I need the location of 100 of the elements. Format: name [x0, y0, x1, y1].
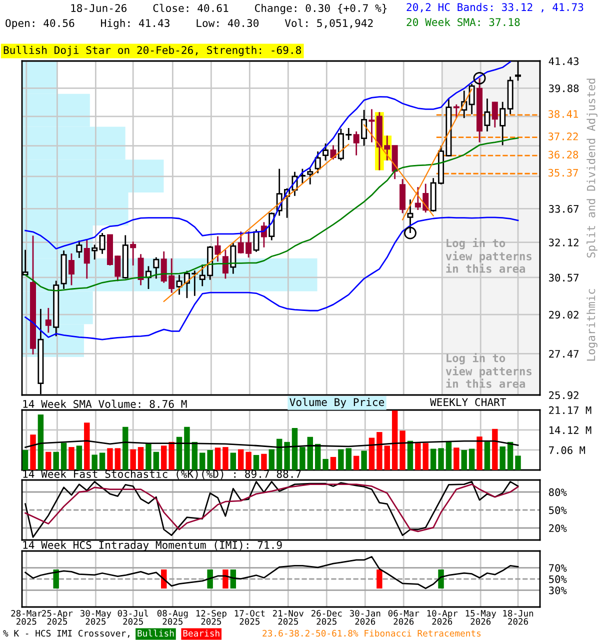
candlestick [230, 242, 236, 274]
x-tick-label: 25-Apr 2025 [42, 610, 73, 625]
bar [184, 426, 190, 470]
band-label: Log in to view patterns in this area [446, 238, 532, 273]
candlestick [268, 212, 275, 241]
candlestick [299, 168, 306, 184]
line-series [24, 556, 519, 590]
candlestick [253, 228, 260, 253]
bar [322, 458, 328, 470]
bar [246, 452, 252, 470]
bar [507, 442, 514, 470]
x-tick-label: 28-Mar 2025 [11, 610, 42, 625]
bar [438, 448, 444, 470]
bar [46, 452, 52, 470]
bar [492, 428, 498, 470]
bar [38, 414, 44, 470]
x-tick-label: 30-Jan 2026 [350, 610, 380, 625]
text: 23.6-38.2-50-61.8% Fibonacci Retracements [262, 630, 481, 637]
bar [84, 422, 90, 470]
bar [176, 436, 182, 470]
bar [430, 448, 436, 470]
candlestick [68, 252, 74, 286]
y-tick-label: 25.92 [549, 391, 578, 400]
candlestick [76, 240, 82, 259]
bar [261, 454, 267, 470]
bar [346, 448, 352, 470]
bar [484, 442, 490, 470]
bar [446, 442, 452, 470]
y-tick-label: 14.12 M [550, 426, 592, 434]
bar [376, 432, 382, 470]
bar [515, 456, 521, 470]
bar [353, 456, 360, 470]
bar [200, 452, 206, 470]
bar [284, 442, 290, 470]
bar [268, 449, 275, 470]
bar [361, 450, 367, 470]
bar [253, 454, 260, 470]
candlestick [214, 236, 221, 262]
y-tick-label: 70% [549, 564, 567, 572]
y-tick-label: 21.17 M [549, 406, 592, 414]
y-tick-label: 39.88 [549, 84, 579, 92]
bar [214, 448, 221, 470]
chart-title: 14 Week HCS Intraday Momentum (IMI): 71.9 [23, 540, 282, 551]
bar [146, 443, 152, 470]
bar [292, 428, 298, 470]
bar [368, 438, 375, 470]
bar [500, 446, 506, 470]
bar [307, 436, 314, 470]
annotation: Log in to view patterns in this area [446, 353, 532, 388]
bar [107, 448, 113, 470]
bar [314, 444, 321, 470]
text: Bullish [138, 630, 174, 637]
bar [53, 452, 59, 470]
bar [114, 448, 121, 470]
y-tick-label: 32.12 [549, 238, 578, 246]
line-series [24, 61, 511, 250]
candlestick [453, 104, 460, 119]
text: 20,2 HC Bands: 33.12 , 41.73 [406, 2, 584, 12]
ref-line-label: 35.37 [548, 168, 578, 177]
x-tick-label: 06-Mar 2026 [388, 610, 420, 625]
candlestick [322, 142, 329, 162]
bar [22, 450, 28, 470]
y-tick-label: 20% [549, 524, 567, 532]
x-tick-label: 15-May 2026 [466, 610, 496, 625]
bar [276, 438, 282, 470]
x-tick-label: 21-Nov 2025 [272, 610, 304, 625]
bar [392, 410, 398, 470]
y-tick-label: 30% [549, 586, 567, 594]
text: Volume By Price [290, 398, 384, 408]
bar [238, 449, 244, 470]
candlestick [130, 240, 136, 266]
candlestick [92, 244, 98, 260]
bar [161, 446, 167, 470]
y-tick-label: 50% [549, 575, 567, 584]
candlestick [500, 101, 506, 146]
bar [76, 446, 82, 470]
y-tick-label: 50% [549, 506, 567, 514]
text: Bearish [183, 630, 220, 637]
bar [476, 436, 482, 470]
bar [168, 442, 174, 470]
text: % K - HCS IMI Crossover, [3, 630, 130, 638]
x-tick-label: 08-Aug 2025 [157, 610, 188, 625]
bar [207, 450, 213, 470]
y-tick-label: 33.67 [549, 205, 578, 213]
text: 20 Week SMA: 37.18 [406, 18, 520, 26]
y-tick-label: 7.06 M [549, 446, 586, 454]
text: Bullish Doji Star on 20-Feb-26, Strength: -69.8 [4, 46, 302, 56]
ref-line-label: 37.22 [548, 132, 578, 140]
bar [92, 454, 98, 470]
text: WEEKLY CHART [430, 398, 506, 406]
y-tick-label: 41.43 [548, 57, 578, 66]
y-axis-title: Split and Dividend Adjusted [586, 78, 598, 258]
bar [384, 446, 390, 470]
candlestick [484, 98, 490, 132]
candlestick [138, 253, 144, 286]
chart-title: 18-Jun-26 Close: 40.61 Change: 0.30 {+0.7 %} [71, 4, 387, 14]
x-tick-label: 30-May 2025 [80, 610, 112, 625]
bar [30, 434, 36, 470]
x-tick-label: 18-Jun 2026 [503, 610, 534, 625]
bar [407, 440, 414, 470]
